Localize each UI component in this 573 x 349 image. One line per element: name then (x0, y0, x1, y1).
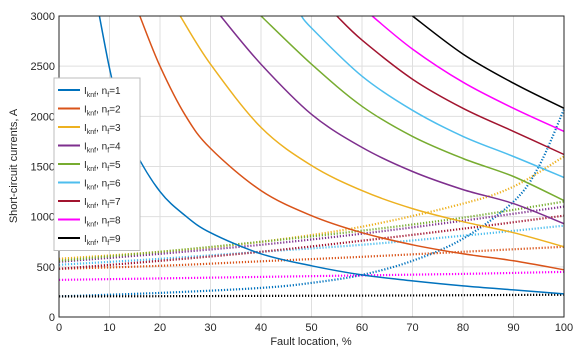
legend-label-nf1: Iknf, nf=1 (84, 86, 121, 99)
series-line-nf2 (139, 15, 565, 271)
legend: Iknf, nf=1 Iknf, nf=2 Iknf, nf=3 Iknf, nf=4… (53, 77, 141, 251)
x-tick-label: 10 (103, 322, 115, 334)
legend-label-nf9: Iknf, nf=9 (84, 234, 121, 247)
y-tick-label: 2000 (31, 111, 55, 123)
legend-label-nf4: Iknf, nf=4 (84, 142, 121, 155)
y-tick-label: 1000 (31, 212, 55, 224)
x-tick-label: 90 (507, 322, 519, 334)
legend-label-nf8: Iknf, nf=8 (84, 216, 121, 229)
legend-label-nf5: Iknf, nf=5 (84, 160, 121, 173)
dotted-series-nf6 (58, 224, 565, 266)
dotted-series-nf4 (58, 205, 565, 263)
x-tick-label: 50 (305, 322, 317, 334)
y-tick-label: 2500 (31, 61, 55, 73)
dotted-series-nf2 (58, 245, 565, 270)
series-line-nf7 (336, 15, 565, 156)
dotted-series-nf5 (58, 200, 565, 262)
x-tick-label: 100 (555, 322, 573, 334)
x-tick-labels: 0 10 20 30 40 50 60 70 80 90 100 (56, 322, 573, 334)
series-line-nf6 (300, 15, 565, 179)
series-line-nf5 (260, 15, 565, 202)
y-tick-labels: 0 500 1000 1500 2000 2500 3000 (31, 11, 55, 324)
x-axis-title: Fault location, % (270, 336, 352, 348)
series-line-nf4 (220, 15, 565, 225)
legend-label-nf6: Iknf, nf=6 (84, 179, 121, 192)
legend-label-nf2: Iknf, nf=2 (84, 105, 121, 118)
x-tick-label: 40 (255, 322, 267, 334)
dotted-series-nf8 (58, 270, 565, 281)
series-line-nf8 (371, 15, 565, 133)
dotted-series-nf1 (58, 108, 566, 298)
legend-label-nf7: Iknf, nf=7 (84, 197, 121, 210)
x-tick-label: 20 (154, 322, 166, 334)
x-tick-label: 0 (56, 322, 62, 334)
y-tick-label: 3000 (31, 11, 55, 23)
series-line-nf9 (412, 15, 565, 109)
y-tick-label: 1500 (31, 162, 55, 174)
x-tick-label: 80 (457, 322, 469, 334)
series-line-nf3 (179, 15, 565, 248)
y-axis-title: Short-circuit currents, A (8, 108, 20, 223)
x-tick-label: 30 (204, 322, 216, 334)
dotted-series-nf9 (58, 293, 565, 298)
dotted-series-nf7 (58, 214, 565, 270)
legend-label-nf3: Iknf, nf=3 (84, 123, 121, 136)
dotted-series-group (58, 108, 566, 298)
x-tick-label: 70 (406, 322, 418, 334)
y-tick-label: 0 (49, 312, 55, 324)
x-tick-label: 60 (356, 322, 368, 334)
y-tick-label: 500 (37, 262, 55, 274)
